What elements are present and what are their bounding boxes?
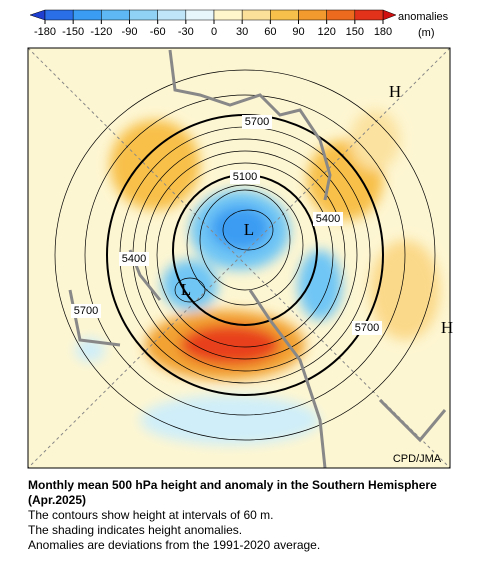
contour-label: 5400: [316, 213, 340, 225]
colorbar-swatch: [185, 9, 215, 21]
colorbar-swatch: [129, 9, 158, 21]
contour-label: 5400: [122, 253, 146, 265]
pressure-center: L: [244, 220, 254, 239]
contour-label: 5700: [74, 305, 98, 317]
colorbar: -180 -150 -120 -90 -60 -30 0 30 60 90 120 150 180: [29, 9, 397, 38]
colorbar-tick-label: -90: [122, 26, 138, 38]
colorbar-swatch: [270, 9, 299, 21]
colorbar-swatch: [157, 9, 187, 21]
colorbar-tick-label: -60: [150, 26, 166, 38]
colorbar-arrow: [29, 9, 46, 21]
colorbar-unit: (m): [418, 27, 435, 39]
pressure-center: L: [181, 280, 191, 299]
colorbar-swatch: [326, 9, 356, 21]
colorbar-tick-label: 30: [236, 26, 248, 38]
contour-label: 5100: [233, 171, 257, 183]
colorbar-swatch: [44, 9, 74, 21]
caption-line: The shading indicates height anomalies.: [28, 523, 243, 537]
colorbar-arrow: [382, 9, 397, 21]
colorbar-tick-label: 90: [292, 26, 304, 38]
colorbar-tick-label: 120: [317, 26, 335, 38]
contour-label-bg: [313, 212, 343, 226]
colorbar-tick-label: 0: [211, 26, 217, 38]
figure: -180 -150 -120 -90 -60 -30 0 30 60 90 120 150 180 an…: [27, 9, 453, 469]
contour-label-bg: [242, 115, 272, 129]
colorbar-tick-label: -30: [178, 26, 194, 38]
colorbar-swatch: [354, 9, 384, 21]
caption-line: Anomalies are deviations from the 1991-2…: [28, 538, 321, 552]
colorbar-swatch: [213, 9, 243, 21]
contour-label: 5700: [355, 322, 379, 334]
colorbar-tick-label: -150: [62, 26, 84, 38]
contour-label: 5700: [245, 116, 269, 128]
contour-label-bg: [352, 321, 382, 335]
colorbar-label: anomalies: [398, 11, 449, 23]
contour-label-bg: [230, 170, 260, 184]
contour-label-bg: [71, 304, 101, 318]
colorbar-tick-label: -120: [90, 26, 112, 38]
colorbar-tick-label: 150: [346, 26, 364, 38]
map-frame: [27, 47, 451, 469]
colorbar-swatch: [298, 9, 327, 21]
caption: Monthly mean 500 hPa height and anomaly …: [28, 478, 458, 553]
colorbar-tick-label: 180: [374, 26, 392, 38]
colorbar-swatch: [241, 9, 271, 21]
anomaly-shading: [75, 110, 440, 445]
caption-line: The contours show height at intervals of…: [28, 508, 274, 522]
credit: CPD/JMA: [393, 453, 442, 465]
colorbar-tick-label: 60: [264, 26, 276, 38]
coastline: [68, 49, 447, 468]
caption-title: Monthly mean 500 hPa height and anomaly …: [28, 478, 437, 507]
map: [28, 48, 450, 468]
pressure-center: H: [389, 82, 401, 101]
contour-label-bg: [119, 252, 149, 266]
colorbar-swatch: [101, 9, 130, 21]
colorbar-swatch: [72, 9, 102, 21]
colorbar-tick-label: -180: [34, 26, 56, 38]
pressure-center: H: [441, 318, 453, 337]
